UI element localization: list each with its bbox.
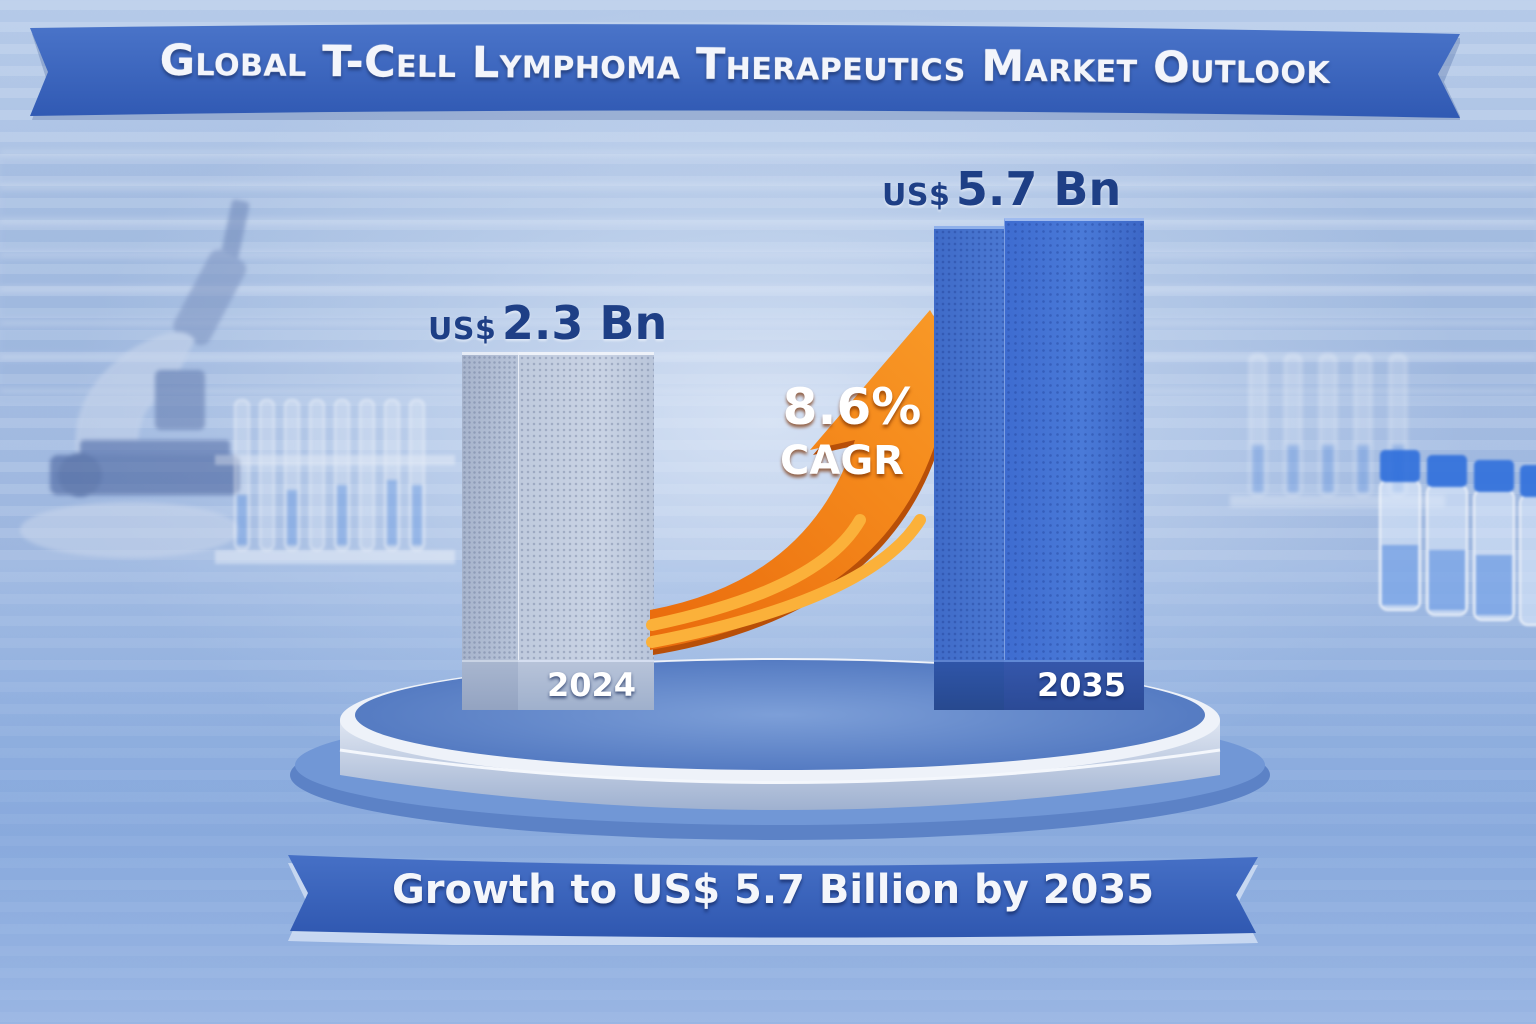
- test-tube-rack-icon: [215, 399, 455, 564]
- vial-icon: [1379, 450, 1536, 626]
- value-label-2035: US$ 5.7 Bn: [882, 162, 1122, 216]
- bar-2024: 2024: [462, 352, 654, 710]
- cagr-label: CAGR: [780, 438, 904, 484]
- year-label-2024: 2024: [546, 666, 636, 704]
- tagline: Growth to US$ 5.7 Billion by 2035: [391, 867, 1155, 913]
- ribbon-shape: [288, 855, 1258, 945]
- year-label-2035: 2035: [1036, 666, 1126, 704]
- tagline-banner: Growth to US$ 5.7 Billion by 2035: [288, 845, 1258, 945]
- cagr-value: 8.6%: [782, 378, 922, 436]
- title-banner: Global T-Cell Lymphoma Therapeutics Mark…: [30, 12, 1460, 120]
- ribbon-shape: [30, 24, 1460, 120]
- value-label-2024: US$ 2.3 Bn: [428, 296, 668, 350]
- arrow-up-icon: [646, 310, 1003, 655]
- bar-2035: 2035: [934, 218, 1144, 710]
- page-title: Global T-Cell Lymphoma Therapeutics Mark…: [159, 35, 1331, 95]
- microscope-icon: [20, 199, 250, 558]
